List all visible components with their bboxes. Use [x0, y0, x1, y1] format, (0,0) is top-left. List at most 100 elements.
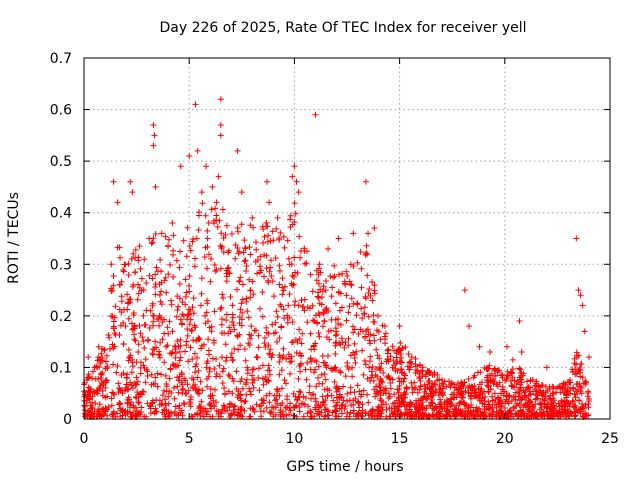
- scatter-cloud-point: [367, 340, 374, 347]
- scatter-cloud-point: [529, 411, 536, 418]
- scatter-cloud-point: [128, 256, 135, 263]
- scatter-cloud-point: [543, 408, 550, 415]
- scatter-point: [438, 390, 445, 397]
- scatter-cloud-point: [354, 259, 361, 266]
- scatter-cloud-point: [91, 389, 98, 396]
- scatter-cloud-point: [179, 321, 186, 328]
- scatter-cloud-point: [144, 373, 151, 380]
- scatter-cloud-point: [292, 298, 299, 305]
- scatter-cloud-point: [270, 413, 277, 420]
- scatter-cloud-point: [278, 367, 285, 374]
- scatter-cloud-point: [247, 388, 254, 395]
- scatter-cloud-point: [576, 397, 583, 404]
- scatter-cloud-point: [212, 205, 219, 212]
- scatter-cloud-point: [346, 303, 353, 310]
- scatter-cloud-point: [367, 331, 374, 338]
- scatter-cloud-point: [276, 235, 283, 242]
- scatter-point: [487, 348, 494, 355]
- scatter-cloud-point: [575, 352, 582, 359]
- scatter-cloud-point: [102, 358, 109, 365]
- scatter-cloud-point: [311, 346, 318, 353]
- scatter-cloud-point: [487, 386, 494, 393]
- scatter-cloud-point: [355, 331, 362, 338]
- scatter-cloud-point: [525, 385, 532, 392]
- scatter-cloud-point: [359, 401, 366, 408]
- scatter-cloud-point: [116, 244, 123, 251]
- scatter-cloud-point: [266, 399, 273, 406]
- scatter-cloud-point: [172, 354, 179, 361]
- scatter-cloud-point: [261, 233, 268, 240]
- scatter-cloud-point: [127, 352, 134, 359]
- scatter-cloud-point: [106, 334, 113, 341]
- scatter-cloud-point: [401, 403, 408, 410]
- scatter-cloud-point: [180, 399, 187, 406]
- scatter-cloud-point: [569, 366, 576, 373]
- scatter-cloud-point: [192, 363, 199, 370]
- scatter-cloud-point: [338, 410, 345, 417]
- scatter-cloud-point: [369, 407, 376, 414]
- scatter-cloud-point: [426, 412, 433, 419]
- scatter-cloud-point: [411, 403, 418, 410]
- scatter-cloud-point: [110, 361, 117, 368]
- scatter-cloud-point: [363, 242, 370, 249]
- scatter-cloud-point: [180, 237, 187, 244]
- scatter-cloud-point: [142, 379, 149, 386]
- scatter-cloud-point: [307, 355, 314, 362]
- scatter-cloud-point: [221, 384, 228, 391]
- scatter-cloud-point: [304, 410, 311, 417]
- scatter-cloud-point: [385, 395, 392, 402]
- scatter-cloud-point: [547, 392, 554, 399]
- scatter-cloud-point: [218, 304, 225, 311]
- scatter-cloud-point: [118, 278, 125, 285]
- scatter-cloud-point: [267, 264, 274, 271]
- scatter-cloud-point: [295, 375, 302, 382]
- scatter-cloud-point: [289, 282, 296, 289]
- scatter-cloud-point: [192, 369, 199, 376]
- scatter-cloud-point: [255, 374, 262, 381]
- scatter-cloud-point: [288, 261, 295, 268]
- scatter-cloud-point: [189, 356, 196, 363]
- scatter-cloud-point: [228, 230, 235, 237]
- scatter-cloud-point: [238, 406, 245, 413]
- scatter-cloud-point: [184, 381, 191, 388]
- scatter-cloud-point: [129, 283, 136, 290]
- scatter-cloud-point: [392, 367, 399, 374]
- scatter-cloud-point: [208, 206, 215, 213]
- scatter-cloud-point: [171, 384, 178, 391]
- scatter-cloud-point: [335, 320, 342, 327]
- scatter-cloud-point: [204, 358, 211, 365]
- scatter-cloud-point: [292, 210, 299, 217]
- scatter-cloud-point: [270, 293, 277, 300]
- scatter-cloud-point: [449, 391, 456, 398]
- scatter-cloud-point: [266, 350, 273, 357]
- scatter-cloud-point: [445, 398, 452, 405]
- scatter-cloud-point: [295, 393, 302, 400]
- scatter-cloud-point: [572, 394, 579, 401]
- scatter-cloud-point: [140, 286, 147, 293]
- scatter-cloud-point: [426, 378, 433, 385]
- scatter-cloud-point: [202, 212, 209, 219]
- scatter-cloud-point: [208, 255, 215, 262]
- scatter-point: [461, 287, 468, 294]
- scatter-cloud-point: [360, 371, 367, 378]
- scatter-point: [129, 189, 136, 196]
- scatter-cloud-point: [332, 300, 339, 307]
- scatter-cloud-point: [175, 412, 182, 419]
- scatter-cloud-point: [352, 359, 359, 366]
- scatter-cloud-point: [458, 379, 465, 386]
- scatter-cloud-point: [346, 397, 353, 404]
- scatter-cloud-point: [423, 396, 430, 403]
- scatter-cloud-point: [491, 390, 498, 397]
- scatter-cloud-point: [261, 273, 268, 280]
- scatter-cloud-point: [141, 365, 148, 372]
- scatter-cloud-point: [152, 291, 159, 298]
- scatter-cloud-point: [265, 277, 272, 284]
- scatter-cloud-point: [534, 392, 541, 399]
- scatter-cloud-point: [520, 370, 527, 377]
- scatter-cloud-point: [412, 369, 419, 376]
- scatter-cloud-point: [297, 368, 304, 375]
- scatter-cloud-point: [418, 402, 425, 409]
- scatter-cloud-point: [236, 320, 243, 327]
- scatter-cloud-point: [370, 377, 377, 384]
- scatter-cloud-point: [183, 253, 190, 260]
